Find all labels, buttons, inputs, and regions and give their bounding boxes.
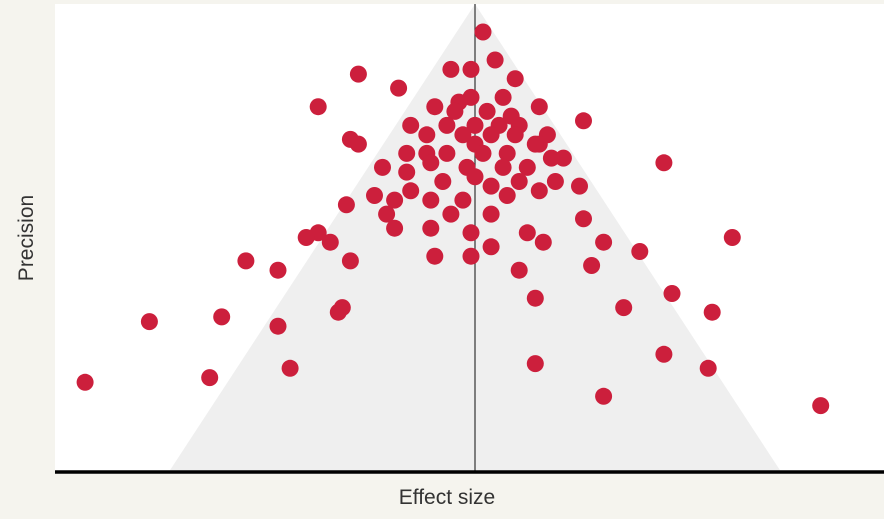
data-point <box>703 303 721 321</box>
data-point <box>378 205 396 223</box>
data-point <box>434 173 452 190</box>
data-point <box>486 51 504 69</box>
data-point <box>462 247 480 265</box>
data-point <box>575 210 592 228</box>
data-point <box>812 397 830 415</box>
data-point <box>422 154 440 172</box>
data-point <box>466 168 484 186</box>
data-point <box>518 158 536 176</box>
data-point <box>526 289 544 307</box>
data-point <box>297 229 315 246</box>
data-point <box>321 233 339 251</box>
data-point <box>498 187 516 204</box>
data-point <box>337 196 355 214</box>
data-point <box>374 158 391 176</box>
data-point <box>386 219 404 237</box>
data-point <box>699 359 717 377</box>
data-point <box>655 154 673 172</box>
data-point <box>571 177 588 195</box>
data-point <box>506 70 524 88</box>
data-point <box>466 116 484 134</box>
data-point <box>494 88 512 106</box>
data-point <box>518 224 536 242</box>
data-point <box>615 299 633 317</box>
data-point <box>631 243 649 260</box>
data-point <box>526 135 544 153</box>
data-point <box>237 252 255 270</box>
data-point <box>390 79 408 97</box>
data-point <box>530 182 548 200</box>
x-axis-title: Effect size <box>398 486 496 509</box>
data-point <box>462 224 480 242</box>
data-point <box>442 205 460 223</box>
data-point <box>482 205 500 223</box>
data-point <box>526 355 544 373</box>
data-point <box>510 261 528 279</box>
data-point <box>663 285 681 302</box>
data-point <box>398 144 416 162</box>
data-point <box>426 247 444 265</box>
data-point <box>595 233 613 251</box>
data-point <box>482 238 500 256</box>
data-point <box>583 257 601 274</box>
data-point <box>269 317 287 335</box>
data-point <box>454 126 472 144</box>
y-axis-title: Precision <box>15 194 38 282</box>
data-point <box>478 102 496 120</box>
data-point <box>201 369 219 387</box>
data-point <box>140 313 158 331</box>
data-point <box>482 126 500 144</box>
data-point <box>398 163 416 181</box>
data-point <box>546 173 564 190</box>
data-point <box>438 144 456 162</box>
data-point <box>422 219 440 237</box>
data-point <box>76 373 94 391</box>
data-point <box>554 149 572 167</box>
data-point <box>438 116 456 134</box>
data-point <box>446 102 464 120</box>
data-point <box>454 191 472 209</box>
data-point <box>498 144 516 162</box>
data-point <box>595 387 613 405</box>
data-point <box>422 191 440 209</box>
data-point <box>474 144 492 162</box>
data-point <box>462 60 480 78</box>
data-point <box>510 173 528 190</box>
data-point <box>329 303 347 321</box>
data-point <box>269 261 287 279</box>
data-point <box>655 345 673 363</box>
data-point <box>366 187 383 204</box>
data-point <box>426 98 444 116</box>
data-point <box>442 60 460 78</box>
data-point <box>482 177 500 195</box>
data-point <box>402 182 420 200</box>
data-point <box>723 229 741 246</box>
data-point <box>213 308 231 326</box>
data-point <box>349 135 367 153</box>
data-point <box>575 112 592 130</box>
data-point <box>494 158 512 176</box>
data-point <box>506 126 524 144</box>
data-point <box>386 191 404 209</box>
data-point <box>534 233 552 251</box>
data-point <box>418 126 436 144</box>
data-point <box>281 359 299 377</box>
data-point <box>530 98 548 116</box>
data-point <box>341 252 359 270</box>
data-point <box>402 116 420 134</box>
data-point <box>309 98 327 116</box>
data-point <box>542 149 560 167</box>
data-point <box>474 23 492 41</box>
data-point <box>349 65 367 83</box>
